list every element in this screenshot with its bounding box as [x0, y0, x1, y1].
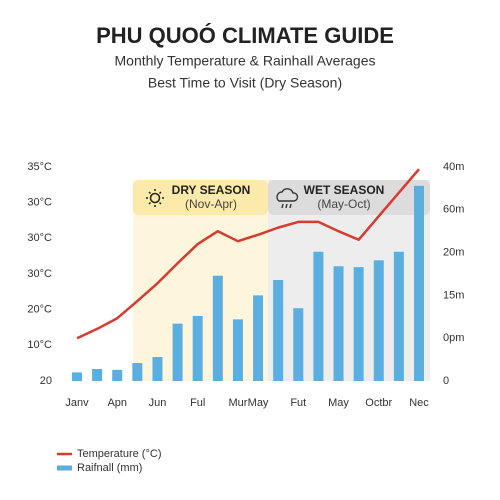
rain-bar [152, 357, 163, 381]
x-tick-label: Nec [409, 397, 429, 409]
wet-season-header [268, 180, 430, 215]
season-label: DRY SEASON [172, 183, 251, 197]
chart-title: PHU QUOÓ CLIMATE GUIDE [96, 23, 394, 48]
x-tick-label: Apn [107, 397, 127, 409]
rain-bar [414, 185, 424, 381]
rain-bar [353, 267, 364, 381]
season-sublabel: (May-Oct) [317, 197, 370, 211]
y2-tick-label: 0 [443, 375, 449, 387]
y2-tick-label: 40m [443, 161, 464, 173]
y-tick-label: 30°C [27, 268, 52, 280]
x-tick-label: Jun [149, 397, 167, 409]
x-tick-label: Fut [290, 397, 306, 409]
chart-subtitle: Monthly Temperature & Rainhall Averages [115, 53, 376, 69]
y-tick-label: 20°C [27, 304, 52, 316]
x-tick-label: Octbr [365, 397, 392, 409]
rain-bar [253, 295, 264, 381]
rain-bar [393, 251, 404, 381]
legend-label: Raifnall (mm) [77, 462, 142, 474]
season-sublabel: (Nov-Apr) [185, 197, 237, 211]
dry-season-header [133, 180, 268, 215]
legend-swatch [57, 465, 72, 471]
y2-tick-label: 0pm [443, 332, 464, 344]
y-tick-label: 20 [40, 375, 52, 387]
rain-bar [232, 319, 243, 381]
temperature-line [76, 168, 420, 340]
rain-bar [373, 260, 384, 381]
rain-bar [132, 363, 143, 381]
chart-subtitle: Best Time to Visit (Dry Season) [148, 75, 342, 91]
y2-tick-label: 15m [443, 289, 464, 301]
rain-bar [192, 315, 203, 381]
rain-bar [333, 266, 344, 381]
x-tick-label: May [248, 397, 269, 409]
x-tick-label: Janv [65, 397, 89, 409]
legend-label: Temperature (°C) [77, 448, 161, 460]
cloud-icon [276, 188, 299, 209]
y-tick-label: 30°C [27, 232, 52, 244]
rain-bar [212, 275, 223, 381]
season-label: WET SEASON [304, 183, 385, 197]
rain-bar [112, 369, 123, 381]
x-tick-label: Ful [190, 397, 205, 409]
x-tick-label: May [328, 397, 349, 409]
rain-bar [92, 369, 103, 381]
x-tick-label: Mur [228, 397, 247, 409]
y-tick-label: 35°C [27, 161, 52, 173]
y2-tick-label: 60m [443, 204, 464, 216]
rain-bar [72, 372, 82, 381]
rain-bar [313, 251, 324, 381]
rain-bar [293, 308, 304, 381]
rain-bar [172, 323, 183, 381]
sun-icon [146, 189, 164, 207]
y-tick-label: 10°C [27, 339, 52, 351]
y-tick-label: 30°C [27, 197, 52, 209]
rain-bar [273, 279, 284, 381]
y2-tick-label: 20m [443, 247, 464, 259]
